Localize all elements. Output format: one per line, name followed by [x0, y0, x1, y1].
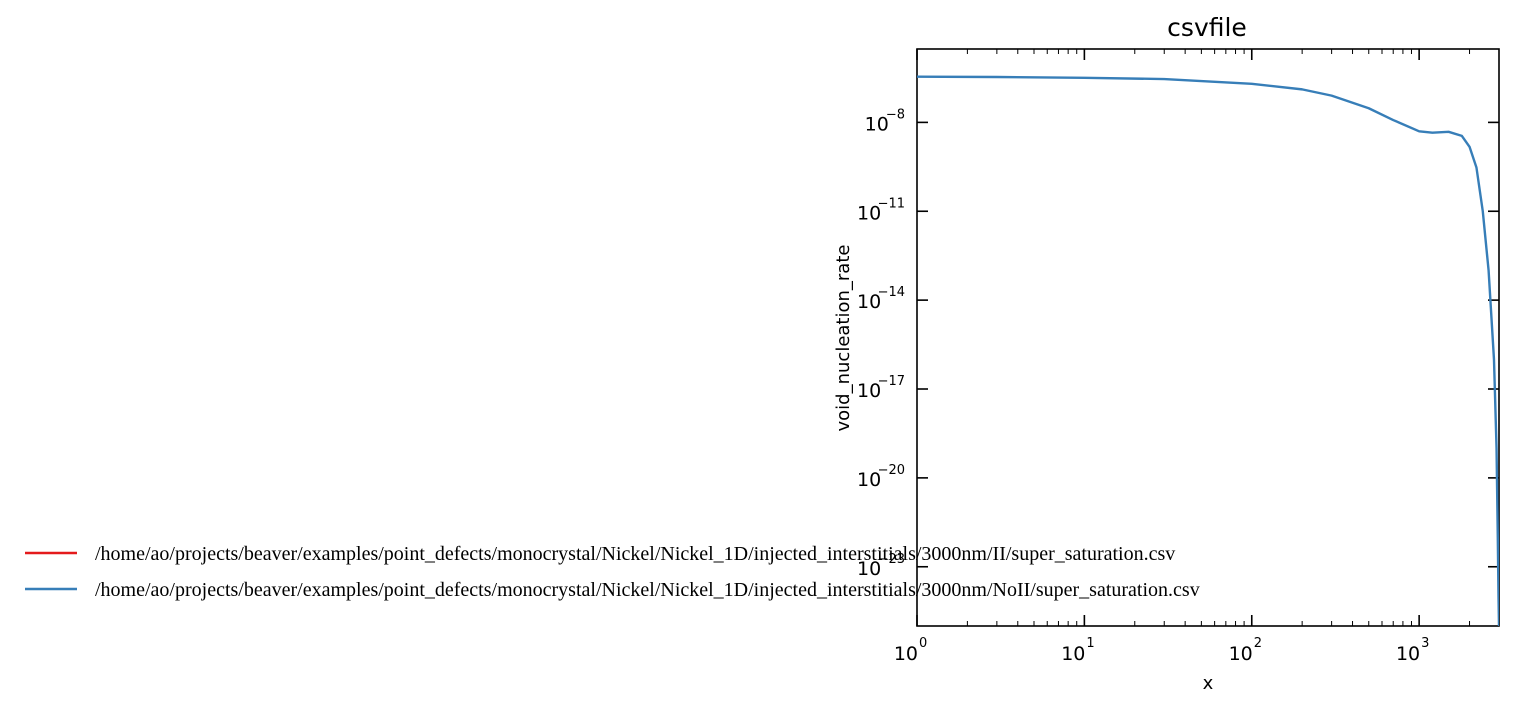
- x-tick-label-exponent: 1: [1086, 636, 1094, 651]
- y-tick-label-base: 10: [857, 291, 881, 313]
- x-tick-label: 10 0: [894, 636, 927, 665]
- y-tick-label-exponent: −20: [878, 463, 905, 478]
- y-tick-label-base: 10: [857, 202, 881, 224]
- series-lines: [917, 75, 1499, 626]
- x-tick-label: 10 1: [1061, 636, 1094, 665]
- x-tick-label-exponent: 2: [1254, 636, 1262, 651]
- x-tick-labels: 10 0 10 1 10 2 10 3: [894, 636, 1430, 665]
- plot-frame: [916, 48, 1500, 627]
- y-tick-label-exponent: −14: [878, 285, 905, 300]
- y-tick-label-exponent: −8: [886, 107, 905, 122]
- y-tick-label-base: 10: [857, 558, 881, 580]
- x-axis-label: x: [1203, 673, 1214, 694]
- y-tick-label-exponent: −23: [878, 552, 905, 567]
- plot-area: [916, 48, 1500, 627]
- x-tick-label-base: 10: [894, 643, 918, 665]
- legend-entry-1: /home/ao/projects/beaver/examples/point_…: [25, 543, 1175, 565]
- y-tick-label-base: 10: [857, 380, 881, 402]
- x-tick-label: 10 2: [1229, 636, 1262, 665]
- series-line-2: [917, 75, 1499, 626]
- minor-ticks: [966, 49, 1500, 626]
- legend-entry-2: /home/ao/projects/beaver/examples/point_…: [25, 579, 1200, 601]
- legend-label: /home/ao/projects/beaver/examples/point_…: [95, 543, 1175, 565]
- y-tick-label-base: 10: [865, 113, 889, 135]
- y-tick-label-exponent: −11: [878, 196, 905, 211]
- major-ticks: [916, 49, 1499, 626]
- y-tick-label-exponent: −17: [878, 374, 905, 389]
- x-tick-label-exponent: 0: [919, 636, 927, 651]
- x-tick-label-base: 10: [1229, 643, 1253, 665]
- x-tick-label: 10 3: [1396, 636, 1429, 665]
- y-axis-label: void_nucleation_rate: [833, 245, 854, 432]
- y-tick-label: −810: [865, 107, 905, 135]
- legend-label: /home/ao/projects/beaver/examples/point_…: [95, 579, 1200, 601]
- y-tick-label-base: 10: [857, 469, 881, 491]
- x-tick-label-base: 10: [1061, 643, 1085, 665]
- x-tick-label-exponent: 3: [1421, 636, 1429, 651]
- x-tick-label-base: 10: [1396, 643, 1420, 665]
- legend: /home/ao/projects/beaver/examples/point_…: [25, 543, 1200, 601]
- chart-title: csvfile: [1167, 13, 1247, 42]
